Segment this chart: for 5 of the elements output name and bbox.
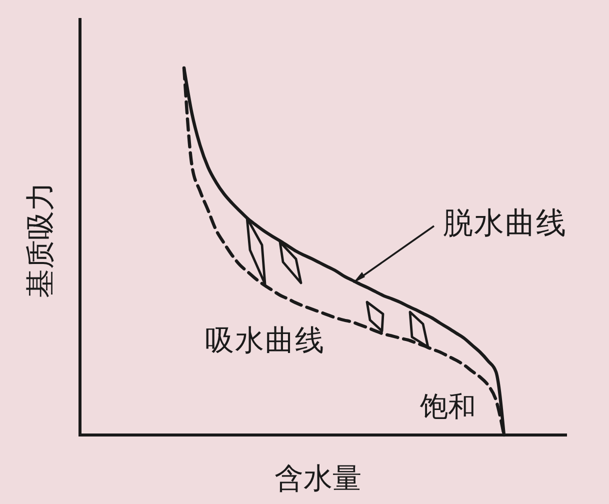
x-axis-title: 含水量 <box>274 461 362 495</box>
series-label: 吸水曲线 <box>205 323 325 357</box>
annotation: 饱和 <box>419 390 476 423</box>
text: 脱水曲线 <box>443 206 567 241</box>
y-axis-title: 基质吸力 <box>23 182 57 298</box>
